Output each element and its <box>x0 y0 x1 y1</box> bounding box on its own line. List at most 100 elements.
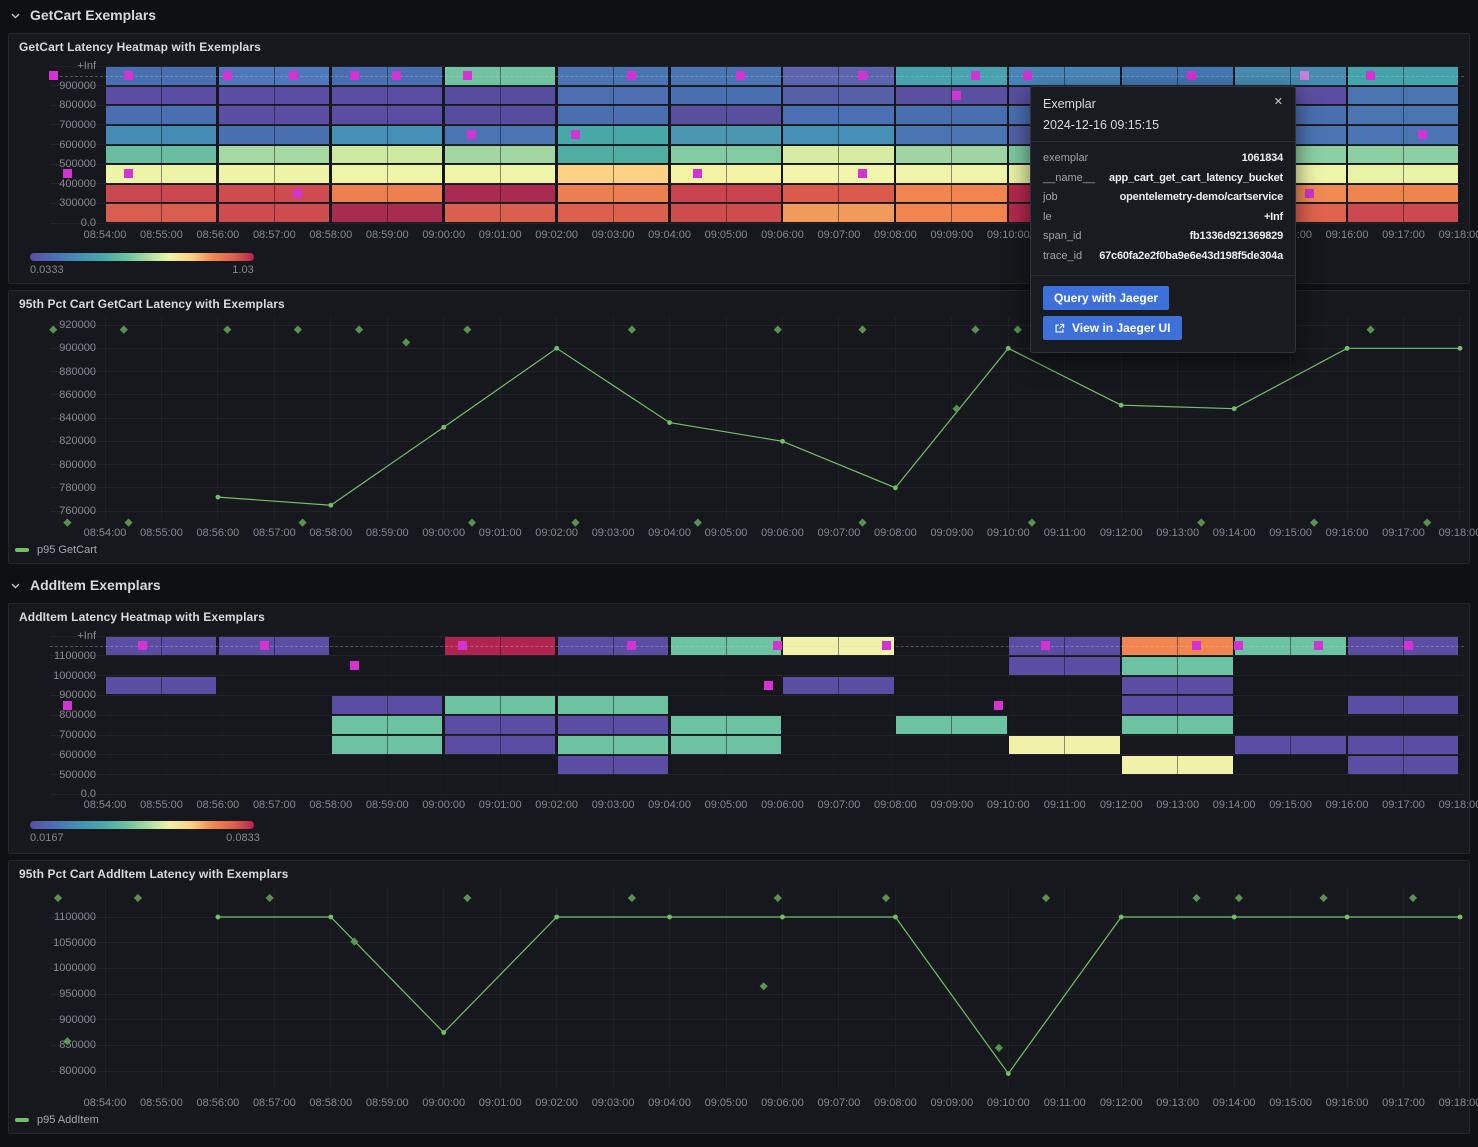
heatmap-exemplar-marker[interactable] <box>763 681 773 690</box>
heatmap-exemplar-marker[interactable] <box>349 661 359 671</box>
legend-item-p95-getcart[interactable]: p95 GetCart <box>15 544 97 556</box>
line-exemplar-marker[interactable] <box>133 893 143 903</box>
line-exemplar-marker[interactable] <box>693 518 702 527</box>
series-legend-label[interactable]: p95 AddItem <box>37 1114 99 1126</box>
legend-item-p95-additem[interactable]: p95 AddItem <box>15 1114 99 1126</box>
series-legend-label[interactable]: p95 GetCart <box>37 544 97 556</box>
heatmap-exemplar-marker[interactable] <box>1304 189 1314 199</box>
line-exemplar-marker[interactable] <box>63 1037 72 1046</box>
heatmap-exemplar-marker[interactable] <box>1022 71 1032 81</box>
heatmap-exemplar-marker[interactable] <box>458 641 468 651</box>
heatmap-exemplar-marker[interactable] <box>773 641 783 651</box>
heatmap-exemplar-marker[interactable] <box>1192 641 1202 651</box>
heatmap-exemplar-marker[interactable] <box>467 130 477 140</box>
heatmap-exemplar-marker[interactable] <box>48 71 58 81</box>
heatmap-exemplar-marker[interactable] <box>138 641 148 651</box>
chevron-down-icon[interactable] <box>10 10 21 21</box>
line-exemplar-marker[interactable] <box>1013 325 1022 334</box>
line-exemplar-marker[interactable] <box>298 518 307 527</box>
heatmap-exemplar-marker[interactable] <box>288 71 298 81</box>
heatmap-exemplar-marker[interactable] <box>1300 71 1310 81</box>
section-title[interactable]: GetCart Exemplars <box>30 7 157 23</box>
line-exemplar-marker[interactable] <box>1197 518 1206 527</box>
line-exemplar-marker[interactable] <box>463 893 472 903</box>
heatmap-exemplar-marker[interactable] <box>570 130 580 140</box>
line-exemplar-marker[interactable] <box>63 518 72 527</box>
line-exemplar-marker[interactable] <box>952 404 961 413</box>
line-exemplar-marker[interactable] <box>773 325 782 334</box>
heatmap-exemplar-marker[interactable] <box>1187 71 1197 81</box>
section-title[interactable]: AddItem Exemplars <box>30 577 161 593</box>
close-icon[interactable]: ✕ <box>1273 96 1283 108</box>
panel-title[interactable]: 95th Pct Cart AddItem Latency with Exemp… <box>19 867 289 881</box>
x-tick-label: 09:05:00 <box>704 527 748 539</box>
line-exemplar-marker[interactable] <box>467 518 477 527</box>
heatmap-exemplar-marker[interactable] <box>627 71 637 81</box>
heatmap-exemplar-marker[interactable] <box>1366 71 1376 81</box>
line-exemplar-marker[interactable] <box>627 325 637 334</box>
line-exemplar-marker[interactable] <box>293 325 303 334</box>
view-in-jaeger-ui-button[interactable]: View in Jaeger UI <box>1043 316 1182 340</box>
heatmap-exemplar-marker[interactable] <box>1234 641 1244 651</box>
heatmap-exemplar-marker[interactable] <box>124 71 134 81</box>
line-exemplar-marker[interactable] <box>354 325 364 334</box>
line-exemplar-marker[interactable] <box>773 893 782 903</box>
line-exemplar-marker[interactable] <box>1192 893 1201 903</box>
heatmap-exemplar-marker[interactable] <box>735 71 745 81</box>
line-exemplar-marker[interactable] <box>759 982 768 991</box>
line-exemplar-marker[interactable] <box>994 1043 1004 1053</box>
heatmap-exemplar-marker[interactable] <box>260 641 270 651</box>
line-exemplar-marker[interactable] <box>858 325 867 334</box>
query-with-jaeger-button[interactable]: Query with Jaeger <box>1043 286 1170 310</box>
chevron-down-icon[interactable] <box>10 580 21 591</box>
heatmap-exemplar-marker[interactable] <box>881 641 891 651</box>
heatmap-exemplar-marker[interactable] <box>349 71 359 81</box>
line-exemplar-marker[interactable] <box>571 518 580 527</box>
line-exemplar-marker[interactable] <box>1422 518 1432 527</box>
heatmap-exemplar-marker[interactable] <box>1041 641 1051 651</box>
line-exemplar-marker[interactable] <box>119 325 128 334</box>
line-exemplar-marker[interactable] <box>53 893 63 903</box>
line-exemplar-marker[interactable] <box>1309 518 1319 527</box>
line-exemplar-marker[interactable] <box>350 937 359 946</box>
line-exemplar-marker[interactable] <box>1234 893 1244 903</box>
heatmap-exemplar-marker[interactable] <box>857 169 867 179</box>
heatmap-exemplar-marker[interactable] <box>392 71 402 81</box>
line-exemplar-marker[interactable] <box>124 518 133 527</box>
panel-title[interactable]: GetCart Latency Heatmap with Exemplars <box>19 40 261 54</box>
heatmap-exemplar-marker[interactable] <box>124 169 134 179</box>
heatmap-exemplar-marker[interactable] <box>293 189 303 199</box>
line-exemplar-marker[interactable] <box>1319 893 1328 903</box>
section-header-getcart[interactable]: GetCart Exemplars <box>10 4 156 26</box>
line-exemplar-marker[interactable] <box>1366 325 1375 334</box>
heatmap-exemplar-marker[interactable] <box>1403 641 1413 651</box>
heatmap-exemplar-marker[interactable] <box>994 700 1004 710</box>
line-exemplar-marker[interactable] <box>627 893 637 903</box>
panel-title[interactable]: 95th Pct Cart GetCart Latency with Exemp… <box>19 297 285 311</box>
line-exemplar-marker[interactable] <box>463 325 472 334</box>
heatmap-exemplar-marker[interactable] <box>462 71 472 81</box>
heatmap-exemplar-marker[interactable] <box>1314 641 1324 651</box>
line-exemplar-marker[interactable] <box>49 325 58 334</box>
heatmap-exemplar-marker[interactable] <box>627 641 637 651</box>
line-exemplar-marker[interactable] <box>858 518 867 527</box>
line-exemplar-marker[interactable] <box>401 338 411 347</box>
panel-title[interactable]: AddItem Latency Heatmap with Exemplars <box>19 610 265 624</box>
line-exemplar-marker[interactable] <box>971 325 980 334</box>
section-header-additem[interactable]: AddItem Exemplars <box>10 574 161 596</box>
heatmap-exemplar-marker[interactable] <box>970 71 980 81</box>
heatmap-exemplar-marker[interactable] <box>857 71 867 81</box>
heatmap-exemplar-marker[interactable] <box>62 169 72 179</box>
heatmap-exemplar-marker[interactable] <box>222 71 232 81</box>
exemplar-tooltip: Exemplar ✕ 2024-12-16 09:15:15 exemplar … <box>1030 86 1296 353</box>
line-exemplar-marker[interactable] <box>265 893 274 903</box>
heatmap-exemplar-marker[interactable] <box>62 700 72 710</box>
line-exemplar-marker[interactable] <box>881 893 891 903</box>
heatmap-exemplar-marker[interactable] <box>1417 130 1427 140</box>
line-exemplar-marker[interactable] <box>1041 893 1051 903</box>
line-exemplar-marker[interactable] <box>1408 893 1418 903</box>
line-exemplar-marker[interactable] <box>1027 518 1037 527</box>
heatmap-exemplar-marker[interactable] <box>952 90 962 100</box>
line-exemplar-marker[interactable] <box>223 325 232 334</box>
heatmap-exemplar-marker[interactable] <box>693 169 703 179</box>
